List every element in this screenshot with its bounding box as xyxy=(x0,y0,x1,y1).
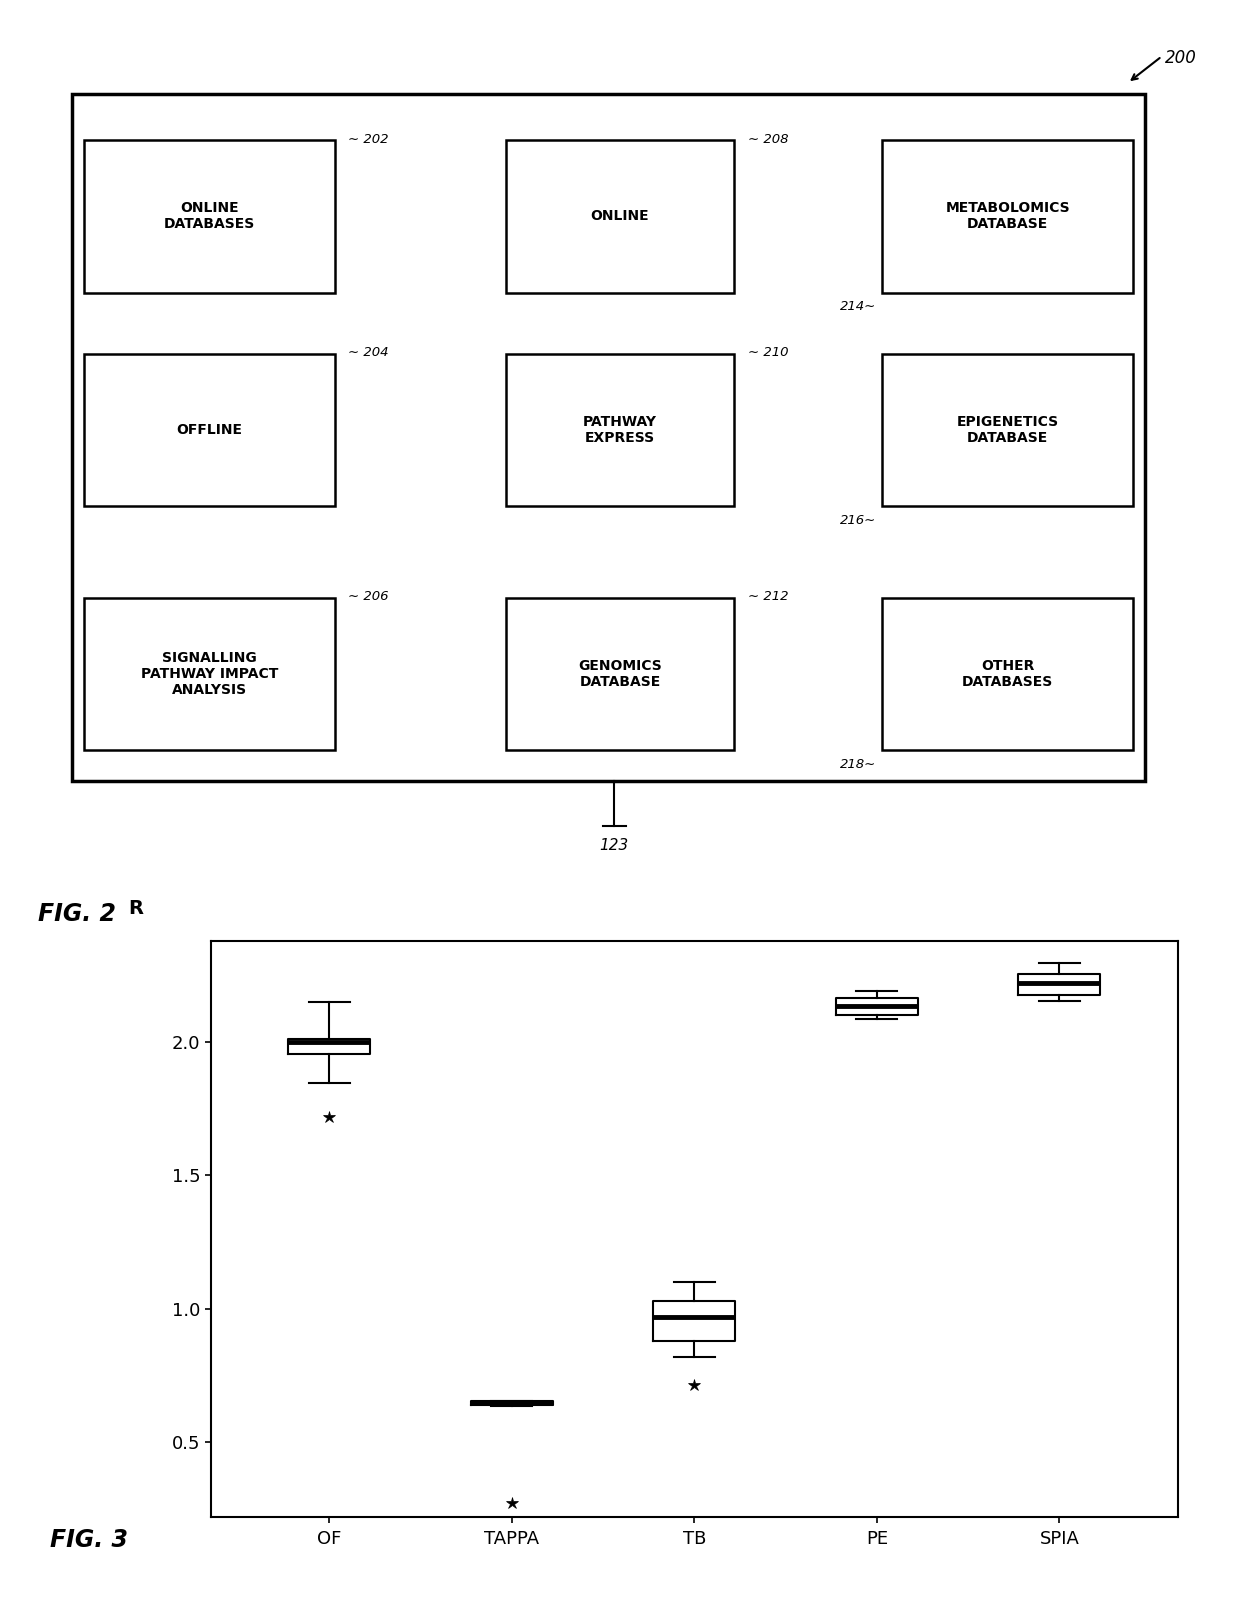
FancyBboxPatch shape xyxy=(883,597,1133,749)
Text: 200: 200 xyxy=(1166,49,1197,67)
Text: ONLINE
DATABASES: ONLINE DATABASES xyxy=(164,201,255,232)
Text: 216∼: 216∼ xyxy=(841,514,877,527)
Text: 123: 123 xyxy=(600,837,629,853)
FancyBboxPatch shape xyxy=(84,139,335,292)
Text: EPIGENETICS
DATABASE: EPIGENETICS DATABASE xyxy=(957,415,1059,444)
Text: R: R xyxy=(129,899,144,918)
Text: 214∼: 214∼ xyxy=(841,300,877,313)
Text: ∼ 206: ∼ 206 xyxy=(348,590,389,603)
Text: 218∼: 218∼ xyxy=(841,757,877,770)
Text: ∼ 202: ∼ 202 xyxy=(348,133,389,146)
Text: ∼ 212: ∼ 212 xyxy=(748,590,789,603)
FancyBboxPatch shape xyxy=(883,139,1133,292)
FancyBboxPatch shape xyxy=(84,354,335,506)
Text: GENOMICS
DATABASE: GENOMICS DATABASE xyxy=(578,659,662,689)
FancyBboxPatch shape xyxy=(506,597,734,749)
FancyBboxPatch shape xyxy=(506,139,734,292)
Text: FIG. 3: FIG. 3 xyxy=(50,1528,128,1552)
Text: ∼ 204: ∼ 204 xyxy=(348,345,389,358)
Text: PATHWAY
EXPRESS: PATHWAY EXPRESS xyxy=(583,415,657,444)
Text: METABOLOMICS
DATABASE: METABOLOMICS DATABASE xyxy=(946,201,1070,232)
Text: FIG. 2: FIG. 2 xyxy=(38,902,117,926)
Text: ∼ 208: ∼ 208 xyxy=(748,133,789,146)
Text: ∼ 210: ∼ 210 xyxy=(748,345,789,358)
Text: OTHER
DATABASES: OTHER DATABASES xyxy=(962,659,1054,689)
FancyBboxPatch shape xyxy=(883,354,1133,506)
FancyBboxPatch shape xyxy=(84,597,335,749)
Text: SIGNALLING
PATHWAY IMPACT
ANALYSIS: SIGNALLING PATHWAY IMPACT ANALYSIS xyxy=(140,650,278,697)
FancyBboxPatch shape xyxy=(506,354,734,506)
Text: OFFLINE: OFFLINE xyxy=(176,423,242,436)
FancyBboxPatch shape xyxy=(72,94,1145,780)
Text: ONLINE: ONLINE xyxy=(590,209,650,224)
